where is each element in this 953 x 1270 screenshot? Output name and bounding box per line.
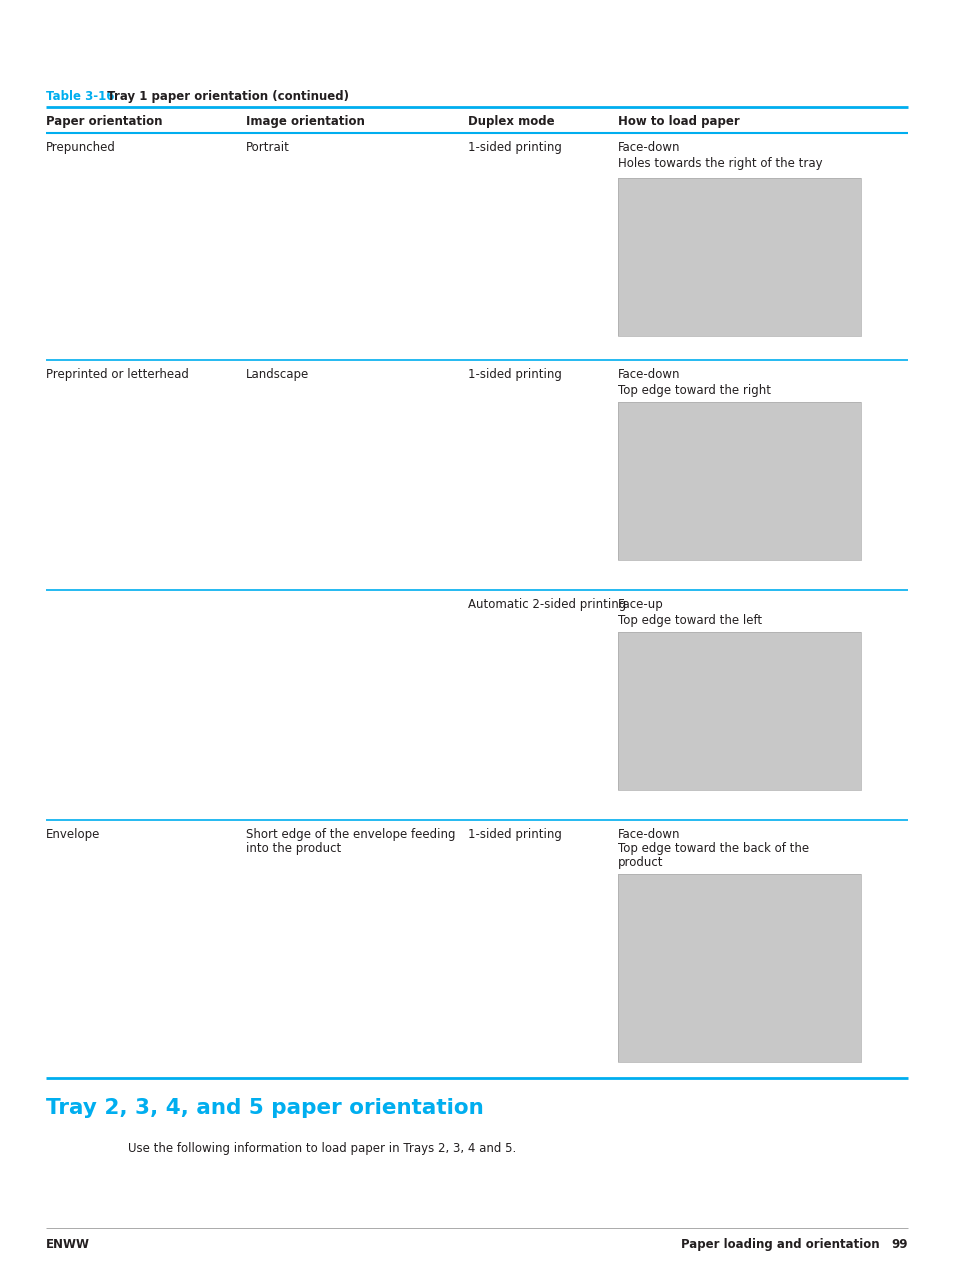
Bar: [618, 178, 861, 337]
Text: Use the following information to load paper in Trays 2, 3, 4 and 5.: Use the following information to load pa…: [128, 1142, 516, 1154]
Text: Image orientation: Image orientation: [246, 116, 364, 128]
Text: How to load paper: How to load paper: [618, 116, 739, 128]
Bar: [618, 403, 861, 560]
Text: Paper loading and orientation: Paper loading and orientation: [680, 1238, 879, 1251]
Bar: [618, 403, 861, 560]
Text: Table 3-16: Table 3-16: [46, 90, 114, 103]
Text: Tray 2, 3, 4, and 5 paper orientation: Tray 2, 3, 4, and 5 paper orientation: [46, 1099, 483, 1118]
Bar: [618, 632, 861, 790]
Text: Tray 1 paper orientation (continued): Tray 1 paper orientation (continued): [103, 90, 349, 103]
Text: Top edge toward the back of the: Top edge toward the back of the: [618, 842, 808, 855]
Text: Automatic 2-sided printing: Automatic 2-sided printing: [468, 598, 625, 611]
Text: into the product: into the product: [246, 842, 341, 855]
Text: Paper orientation: Paper orientation: [46, 116, 162, 128]
Text: 1-sided printing: 1-sided printing: [468, 828, 561, 841]
Text: Top edge toward the left: Top edge toward the left: [618, 613, 761, 627]
Text: Prepunched: Prepunched: [46, 141, 115, 154]
Text: Portrait: Portrait: [246, 141, 290, 154]
Bar: [618, 874, 861, 1062]
Text: Holes towards the right of the tray: Holes towards the right of the tray: [618, 157, 821, 170]
Text: 1-sided printing: 1-sided printing: [468, 368, 561, 381]
Text: Face-down: Face-down: [618, 368, 679, 381]
Text: Face-down: Face-down: [618, 828, 679, 841]
Text: Envelope: Envelope: [46, 828, 100, 841]
Bar: [618, 178, 861, 337]
Text: Landscape: Landscape: [246, 368, 309, 381]
Bar: [618, 874, 861, 1062]
Text: Face-up: Face-up: [618, 598, 663, 611]
Text: 99: 99: [890, 1238, 907, 1251]
Text: 1-sided printing: 1-sided printing: [468, 141, 561, 154]
Text: Top edge toward the right: Top edge toward the right: [618, 384, 770, 398]
Text: Face-down: Face-down: [618, 141, 679, 154]
Text: ENWW: ENWW: [46, 1238, 90, 1251]
Text: Preprinted or letterhead: Preprinted or letterhead: [46, 368, 189, 381]
Bar: [618, 632, 861, 790]
Text: product: product: [618, 856, 662, 869]
Text: Short edge of the envelope feeding: Short edge of the envelope feeding: [246, 828, 455, 841]
Text: Duplex mode: Duplex mode: [468, 116, 554, 128]
